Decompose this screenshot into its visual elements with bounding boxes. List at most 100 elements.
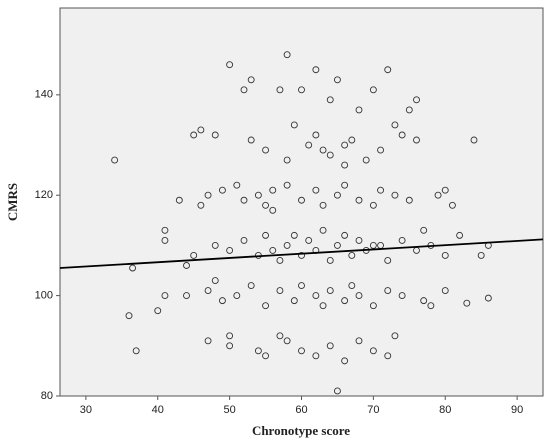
point [262,231,270,239]
x-tick-label: 90 [511,404,523,416]
point [448,201,456,209]
point [413,136,420,144]
point [326,342,334,350]
point [161,236,169,244]
point [262,146,270,154]
point [183,292,190,300]
point [348,136,356,144]
point [405,106,413,114]
point [276,287,284,295]
point [283,181,291,189]
point [254,347,262,355]
point [283,51,291,59]
point [333,76,341,84]
y-axis-label: CMRS [5,183,20,221]
point [154,307,162,315]
point [218,297,226,305]
point [129,264,137,272]
point [470,136,478,144]
point [326,96,334,104]
point [405,196,413,204]
point [125,312,133,320]
point [355,292,363,300]
point [211,277,219,285]
point [269,206,277,214]
point [312,352,320,360]
point [427,302,435,310]
point [319,146,327,154]
point [161,292,169,300]
point [369,201,377,209]
point [434,191,442,199]
point [298,252,305,259]
point [211,241,219,249]
y-tick-label: 140 [35,89,53,101]
point [355,196,363,204]
point [463,299,471,307]
point [262,352,270,360]
point [477,252,485,259]
point [398,292,406,300]
point [326,257,334,264]
point [384,287,392,295]
point [484,294,492,302]
point [298,86,305,94]
point [190,252,198,259]
point [290,121,298,129]
point [283,156,291,164]
point [441,252,449,259]
point [391,191,399,199]
point [348,282,356,290]
point [233,292,241,300]
point [183,262,190,269]
x-tick-label: 60 [295,404,307,416]
point [456,231,464,239]
y-tick-label: 80 [41,390,53,402]
y-tick-label: 100 [35,290,53,302]
point [333,241,341,249]
point [247,282,255,290]
point [204,337,212,345]
x-tick-label: 50 [224,404,236,416]
point [377,146,385,154]
point [391,332,399,340]
point [362,156,370,164]
point [319,226,327,234]
point [262,302,270,310]
point [319,201,327,209]
point [355,106,363,114]
point [190,131,198,139]
point [312,186,320,194]
point [341,181,349,189]
y-tick-label: 120 [35,189,53,201]
point [341,161,349,169]
point [197,126,205,134]
point [384,257,392,264]
point [276,86,284,94]
point [254,191,262,199]
point [298,347,305,355]
x-tick-label: 30 [80,404,92,416]
point [333,191,341,199]
trend-line [59,238,544,269]
point [391,121,399,129]
point [269,246,277,254]
point [369,347,377,355]
point [384,352,392,360]
point [226,246,234,254]
point [276,257,284,264]
point [369,241,377,249]
point [226,332,234,340]
point [305,141,313,149]
point [276,332,284,340]
point [341,231,349,239]
point [413,96,420,104]
point [398,131,406,139]
point [226,342,234,350]
point [218,186,226,194]
point [420,226,428,234]
point [240,86,248,94]
point [355,337,363,345]
point [211,131,219,139]
point [441,186,449,194]
